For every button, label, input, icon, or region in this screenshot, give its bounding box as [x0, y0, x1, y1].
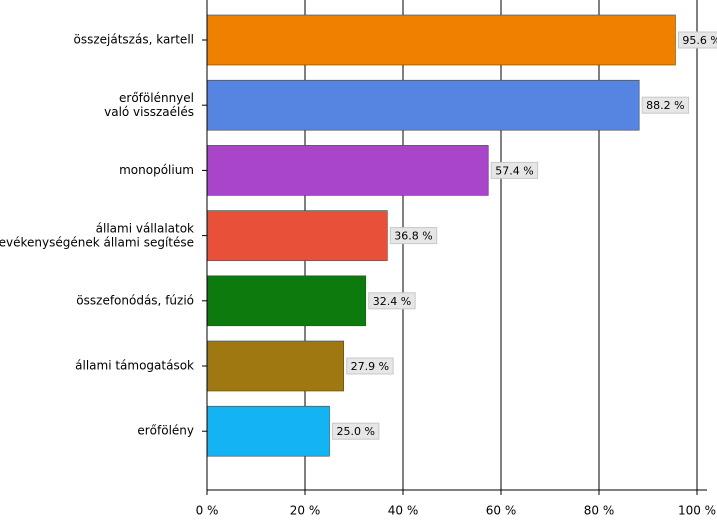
value-label-group: 95.6 % — [677, 31, 717, 49]
value-label: 25.0 % — [336, 425, 374, 438]
value-label-box — [389, 227, 438, 245]
bar — [206, 79, 640, 131]
value-label-group: 88.2 % — [641, 96, 690, 114]
y-tick-label: erőfölény — [137, 424, 194, 438]
bar — [206, 340, 345, 392]
value-label-box — [490, 161, 539, 179]
bar — [206, 210, 388, 261]
bar — [206, 14, 676, 66]
y-tick-label: erőfölénnyel való visszaélés — [104, 91, 194, 119]
x-tick-label: 100 % — [678, 504, 716, 518]
x-tick-label: 0 % — [196, 504, 219, 518]
bar — [206, 145, 489, 196]
bar — [206, 405, 330, 457]
x-tick-label: 60 % — [486, 504, 517, 518]
value-label-group: 32.4 % — [368, 292, 416, 310]
value-label: 27.9 % — [351, 360, 389, 373]
value-label-group: 57.4 % — [490, 161, 539, 179]
y-tick-label: állami támogatások — [75, 359, 194, 373]
value-label: 32.4 % — [373, 295, 411, 308]
value-label: 57.4 % — [495, 164, 533, 177]
value-label-box — [332, 422, 380, 440]
x-tick-label: 40 % — [388, 504, 419, 518]
x-tick-label: 80 % — [584, 504, 615, 518]
value-label-group: 27.9 % — [346, 357, 394, 375]
value-label: 88.2 % — [646, 99, 684, 112]
y-tick-label: összejátszás, kartell — [74, 33, 195, 47]
x-tick-label: 20 % — [290, 504, 321, 518]
value-label: 95.6 % — [682, 34, 717, 47]
y-tick-label: állami vállalatok tevékenységének állami … — [0, 221, 194, 249]
value-label-box — [677, 31, 717, 49]
value-label-box — [346, 357, 394, 375]
bar — [206, 275, 367, 327]
y-tick-label: monopólium — [119, 163, 194, 177]
value-label: 36.8 % — [394, 230, 432, 243]
value-label-box — [641, 96, 690, 114]
y-tick-label: összefonódás, fúzió — [76, 293, 194, 307]
value-label-group: 36.8 % — [389, 227, 438, 245]
value-label-box — [368, 292, 416, 310]
value-label-group: 25.0 % — [332, 422, 380, 440]
